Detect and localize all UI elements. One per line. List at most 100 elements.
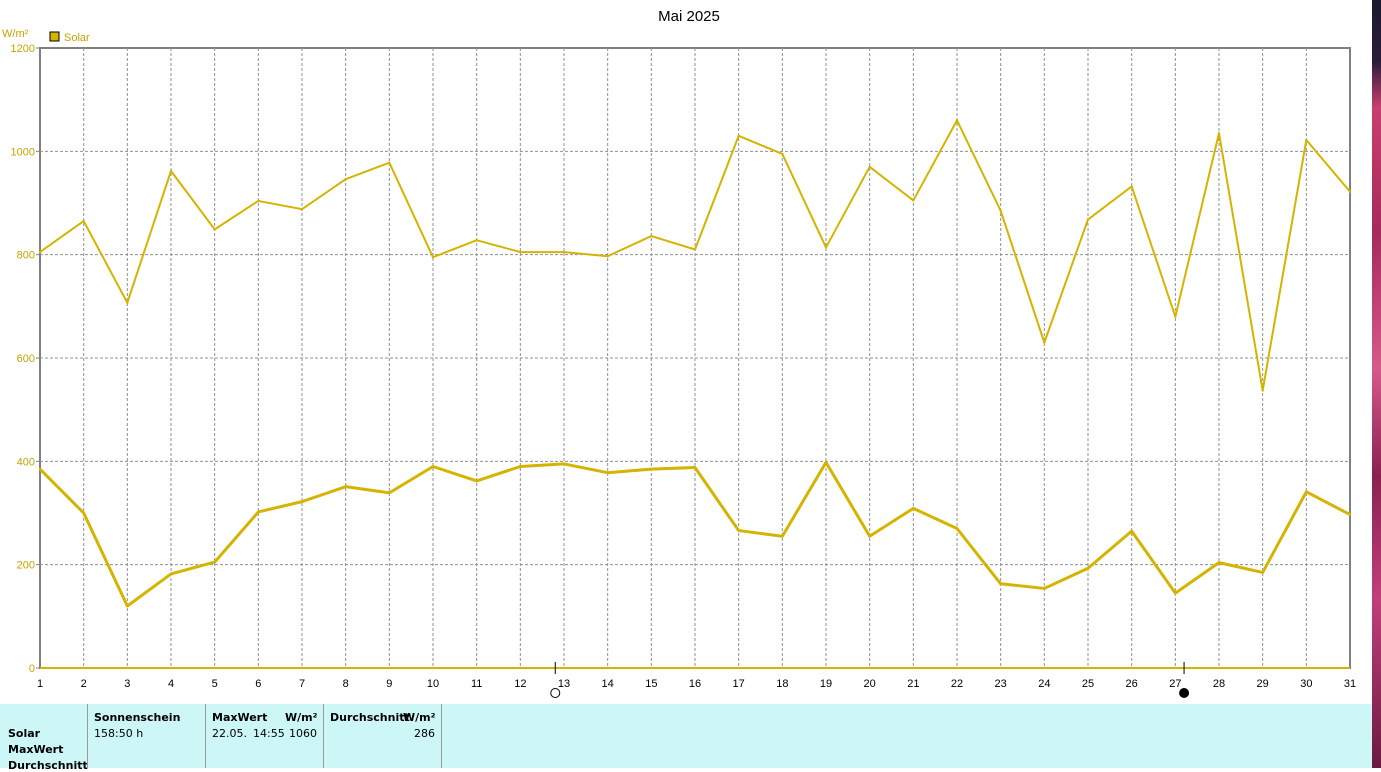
- y-tick-label: 400: [17, 456, 35, 468]
- x-tick-labels: 1 2 3 4 5 6 7 8 9 10 11 12 13 14 15 16 17 18 19 20 21 22 23 24 2…: [37, 678, 1356, 690]
- data-point-avg: [519, 465, 522, 468]
- data-point-max: [737, 134, 740, 138]
- data-point-max: [1086, 218, 1090, 221]
- x-tick-label: 2: [81, 678, 87, 690]
- data-point-max: [300, 208, 304, 211]
- data-point-avg: [1217, 561, 1221, 564]
- x-tick-label: 30: [1300, 678, 1312, 690]
- y-tick-label: 600: [17, 353, 35, 365]
- data-point-max: [562, 250, 566, 254]
- data-point-max: [824, 246, 828, 249]
- data-point-max: [1130, 185, 1133, 188]
- x-tick-label: 25: [1082, 678, 1094, 690]
- moon-markers: [550, 662, 1190, 698]
- x-tick-label: 5: [212, 678, 218, 690]
- data-point-avg: [1261, 571, 1264, 574]
- y-tick-label: 800: [17, 250, 35, 262]
- sonnenschein-value: 158:50 h: [94, 727, 144, 740]
- x-tick-label: 15: [645, 678, 657, 690]
- data-point-avg: [999, 582, 1002, 585]
- x-tick-label: 21: [907, 678, 919, 690]
- x-tick-label: 28: [1213, 678, 1225, 690]
- x-tick-label: 18: [776, 678, 788, 690]
- x-tick-label: 12: [514, 678, 526, 690]
- col-labels: [0, 704, 88, 768]
- data-point-avg: [606, 471, 609, 474]
- x-tick-label: 17: [733, 678, 745, 690]
- x-tick-label: 16: [689, 678, 701, 690]
- data-point-max: [126, 301, 129, 304]
- data-point-avg: [1348, 513, 1352, 516]
- data-point-avg: [781, 535, 784, 538]
- x-tick-label: 22: [951, 678, 963, 690]
- data-point-avg: [824, 461, 828, 464]
- y-tick-label: 1000: [11, 146, 35, 158]
- data-point-max: [431, 256, 435, 259]
- x-tick-label: 14: [602, 678, 614, 690]
- x-tick-label: 3: [124, 678, 130, 690]
- x-tick-label: 8: [343, 678, 349, 690]
- data-point-max: [169, 169, 173, 173]
- data-point-avg: [737, 529, 740, 532]
- series-lines: [38, 119, 1352, 608]
- x-tick-label: 1: [37, 678, 43, 690]
- full-moon-icon: [550, 688, 561, 698]
- x-tick-label: 10: [427, 678, 439, 690]
- y-axis-unit: W/m²: [2, 28, 29, 40]
- new-moon-icon: [1179, 688, 1190, 698]
- x-tick-label: 4: [168, 678, 174, 690]
- data-point-avg: [1086, 567, 1090, 570]
- x-tick-label: 19: [820, 678, 832, 690]
- data-point-avg: [82, 511, 85, 515]
- col-sonnenschein: Sonnenschein 158:50 h: [87, 704, 206, 768]
- x-tick-label: 27: [1169, 678, 1181, 690]
- data-point-max: [344, 178, 347, 181]
- x-tick-label: 24: [1038, 678, 1050, 690]
- maxwert-time: 14:55: [253, 727, 285, 740]
- y-tick-label: 1200: [11, 43, 35, 55]
- durchschnitt-unit: W/m²: [403, 711, 436, 724]
- data-point-max: [257, 199, 260, 203]
- maxwert-value: 1060: [289, 727, 317, 740]
- durchschnitt-value: 286: [414, 727, 435, 740]
- data-point-max: [1348, 190, 1352, 193]
- maxwert-date: 22.05.: [212, 727, 247, 740]
- data-point-max: [388, 161, 391, 164]
- x-tick-label: 29: [1257, 678, 1269, 690]
- data-point-max: [1305, 138, 1308, 142]
- y-tick-label: 200: [17, 560, 35, 572]
- chart-title: Mai 2025: [658, 8, 720, 25]
- data-point-max: [519, 250, 522, 254]
- data-point-max: [475, 239, 478, 242]
- data-point-max: [650, 234, 653, 238]
- background-image-strip: [1372, 0, 1381, 768]
- grid: [36, 47, 1351, 669]
- legend-label[interactable]: Solar: [64, 32, 90, 44]
- x-tick-label: 31: [1344, 678, 1356, 690]
- durchschnitt-header: Durchschnitt: [330, 711, 410, 724]
- data-point-max: [955, 119, 959, 122]
- data-point-avg: [344, 485, 347, 488]
- x-tick-label: 20: [864, 678, 876, 690]
- data-point-avg: [1130, 529, 1133, 533]
- data-point-max: [1174, 315, 1177, 318]
- x-tick-label: 26: [1126, 678, 1138, 690]
- solar-chart: Mai 2025 W/m² Solar 02004006008001000120…: [2, 8, 1356, 698]
- data-point-avg: [955, 527, 959, 530]
- data-point-avg: [912, 507, 915, 510]
- data-point-max: [868, 165, 871, 169]
- data-point-avg: [562, 462, 566, 466]
- y-tick-labels: 0 200 400 600 800 1000 1200: [11, 43, 35, 675]
- data-point-max: [693, 248, 697, 251]
- data-point-avg: [38, 467, 42, 471]
- x-tick-label: 11: [471, 678, 482, 690]
- data-point-avg: [1174, 591, 1177, 595]
- legend-swatch[interactable]: [49, 31, 60, 42]
- maxwert-header: MaxWert: [212, 711, 268, 724]
- data-point-avg: [169, 572, 173, 576]
- x-tick-label: 23: [995, 678, 1007, 690]
- y-tick-label: 0: [29, 663, 35, 675]
- data-point-avg: [431, 465, 435, 468]
- data-point-max: [1043, 341, 1046, 344]
- row-label-maxwert: MaxWert: [8, 743, 64, 756]
